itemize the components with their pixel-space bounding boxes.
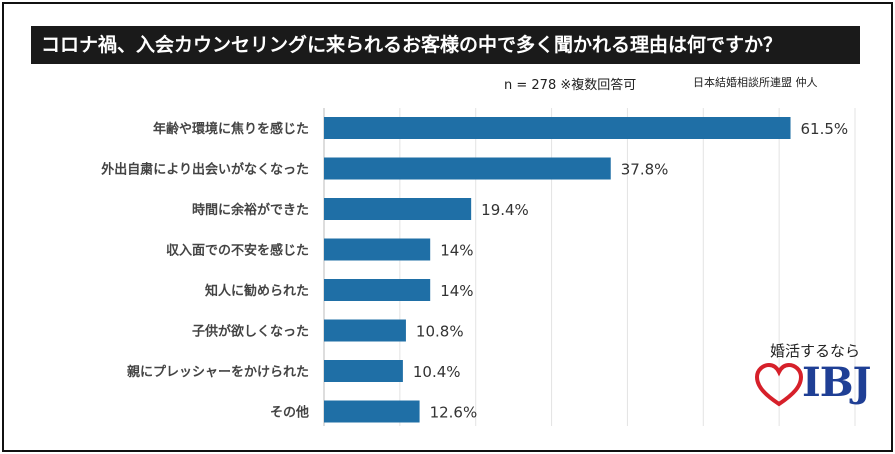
logo-tagline: 婚活するなら (770, 342, 861, 360)
value-label: 37.8% (621, 161, 669, 179)
value-label: 10.8% (416, 323, 464, 341)
ibj-logo: 婚活するなら IBJ (750, 340, 871, 420)
category-label: 外出自粛により出会いがなくなった (100, 162, 309, 178)
heart-icon (754, 362, 804, 407)
category-label: 子供が欲しくなった (192, 324, 309, 340)
bar (324, 400, 420, 423)
sample-size-note: n = 278 ※複数回答可 (504, 78, 637, 93)
bar (324, 198, 472, 220)
bar (324, 238, 431, 261)
value-label: 10.4% (413, 363, 461, 381)
value-label: 14% (440, 282, 473, 300)
value-label: 14% (440, 242, 473, 260)
bar (324, 319, 406, 342)
category-label: その他 (270, 405, 309, 421)
value-label: 12.6% (430, 404, 478, 422)
bar (324, 360, 403, 382)
chart-title: コロナ禍、入会カウンセリングに来られるお客様の中で多く聞かれる理由は何ですか？ (31, 26, 860, 64)
category-label: 収入面での不安を感じた (166, 243, 309, 259)
logo-text: IBJ (802, 359, 871, 406)
bar (324, 157, 611, 180)
bars (324, 117, 791, 423)
category-label: 時間に余裕ができた (192, 202, 309, 218)
value-label: 61.5% (801, 120, 849, 138)
category-label: 年齢や環境に焦りを感じた (153, 121, 309, 137)
category-label: 知人に勧められた (205, 283, 309, 299)
value-label: 19.4% (481, 201, 529, 219)
category-label: 親にプレッシャーをかけられた (127, 364, 309, 380)
source-note: 日本結婚相談所連盟 仲人 (693, 76, 818, 89)
bar (324, 117, 791, 139)
labels: 年齢や環境に焦りを感じた 61.5% 外出自粛により出会いがなくなった 37.8% 時間… (100, 120, 848, 422)
bar (324, 279, 431, 301)
